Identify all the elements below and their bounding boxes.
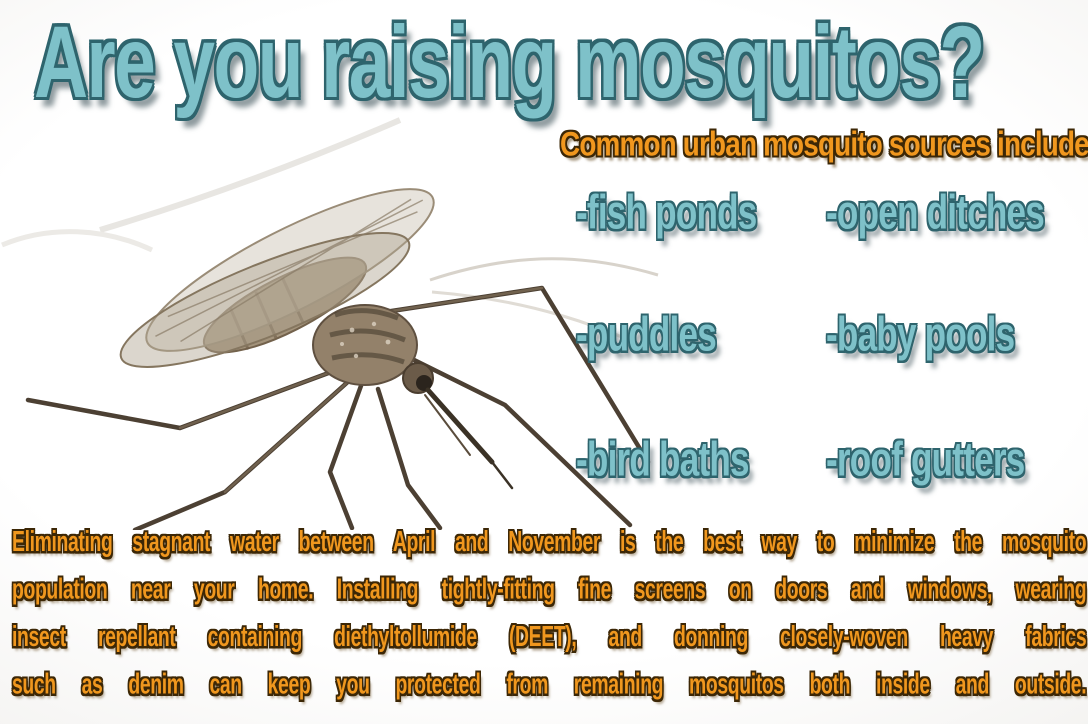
advice-line-1: Eliminating stagnant water between April…: [12, 524, 1087, 558]
advice-line-3: insect repellant containing diethyltollu…: [12, 619, 1087, 653]
source-item-fish-ponds: -fish ponds: [576, 184, 757, 240]
poster-title: Are you raising mosquitos?: [34, 5, 985, 120]
advice-line-4: such as denim can keep you protected fro…: [12, 667, 1087, 701]
advice-paragraph: Eliminating stagnant water between April…: [12, 518, 1087, 708]
source-item-roof-gutters: -roof gutters: [826, 431, 1025, 487]
source-item-baby-pools: -baby pools: [826, 306, 1015, 362]
source-item-open-ditches: -open ditches: [826, 184, 1045, 240]
advice-line-2: population near your home. Installing ti…: [12, 572, 1087, 606]
source-item-puddles: -puddles: [576, 306, 717, 362]
source-item-bird-baths: -bird baths: [576, 431, 750, 487]
poster-subtitle: Common urban mosquito sources include:: [560, 125, 1088, 164]
